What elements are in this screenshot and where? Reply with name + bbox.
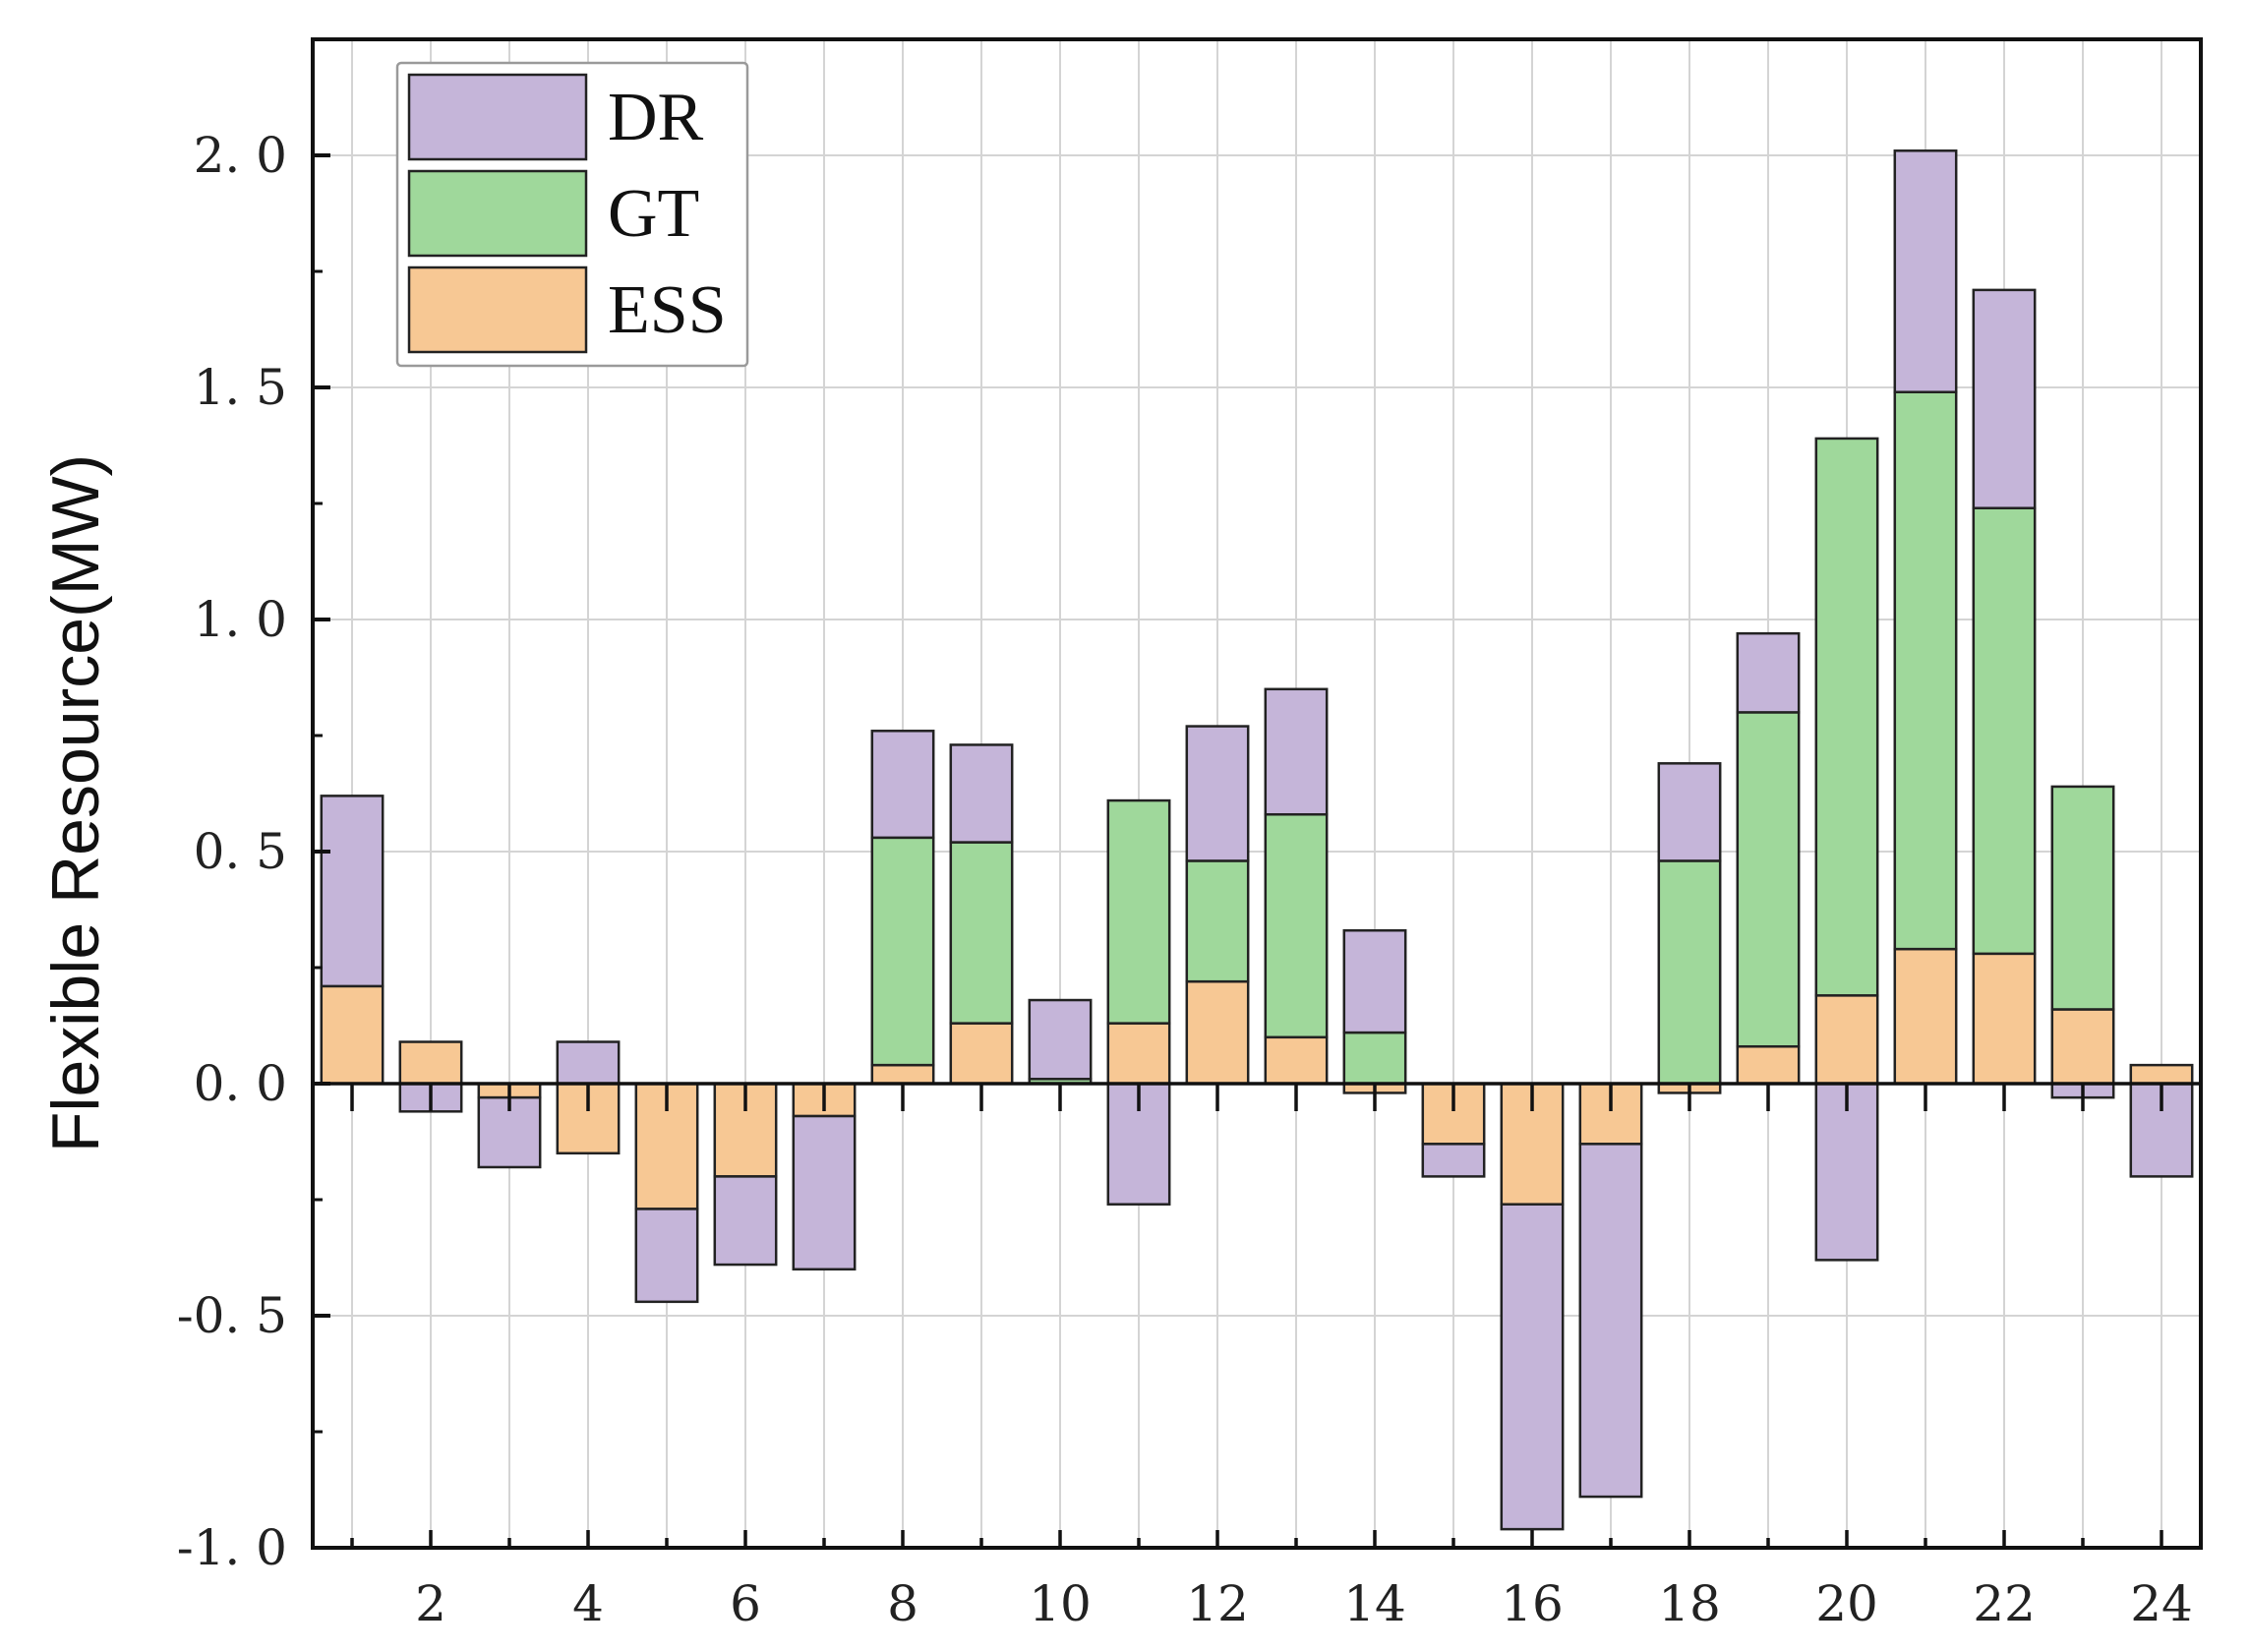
bar-dr-9 (949, 743, 1014, 844)
bar-dr-21 (1893, 149, 1958, 393)
x-tick-label: 18 (1658, 1575, 1721, 1632)
bar-gt-12 (1185, 859, 1250, 983)
bar-dr-16 (1500, 1203, 1565, 1531)
bar-gt-13 (1264, 812, 1329, 1039)
bar-ess-8 (870, 1063, 935, 1086)
ticks: -1. 0-0. 50. 00. 51. 01. 52. 02 4 6 8 10 12 14… (177, 127, 2193, 1632)
bar-ess-17 (1578, 1082, 1643, 1146)
bar-ess-13 (1264, 1035, 1329, 1086)
bar-dr-12 (1185, 725, 1250, 862)
bar-gt-8 (870, 836, 935, 1067)
legend-swatch-ess (407, 266, 588, 354)
bar-ess-11 (1106, 1022, 1171, 1086)
legend-swatch-dr (407, 73, 588, 161)
bar-ess-19 (1736, 1044, 1801, 1086)
bar-dr-1 (320, 795, 385, 988)
bar-dr-4 (556, 1040, 621, 1086)
legend-label-dr: DR (608, 80, 704, 155)
bar-gt-22 (1972, 506, 2037, 956)
bars (320, 149, 2194, 1531)
bar-ess-9 (949, 1022, 1014, 1086)
bar-ess-2 (398, 1040, 463, 1086)
bar-gt-14 (1342, 1031, 1407, 1086)
y-tick-label: -1. 0 (177, 1519, 287, 1576)
bar-dr-17 (1578, 1143, 1643, 1499)
bar-dr-22 (1972, 288, 2037, 509)
bar-ess-22 (1972, 952, 2037, 1086)
bar-dr-8 (870, 730, 935, 840)
legend-swatch-gt (407, 169, 588, 258)
bar-gt-23 (2050, 785, 2115, 1011)
bar-dr-10 (1028, 998, 1093, 1081)
bar-dr-14 (1342, 928, 1407, 1034)
bar-ess-21 (1893, 947, 1958, 1086)
bar-ess-23 (2050, 1008, 2115, 1086)
y-tick-label: -0. 5 (177, 1287, 287, 1344)
y-tick-label: 1. 0 (194, 591, 287, 648)
y-tick-label: 0. 5 (194, 823, 287, 880)
bar-dr-15 (1421, 1143, 1486, 1178)
x-tick-label: 24 (2130, 1575, 2193, 1632)
legend: DR GT ESS (395, 61, 749, 368)
bar-gt-11 (1106, 798, 1171, 1025)
x-tick-label: 22 (1973, 1575, 2036, 1632)
y-tick-label: 0. 0 (194, 1055, 287, 1112)
legend-label-gt: GT (608, 176, 699, 252)
x-tick-label: 8 (887, 1575, 918, 1632)
plot-frame (311, 37, 2203, 1550)
bar-gt-19 (1736, 711, 1801, 1048)
bar-gt-9 (949, 841, 1014, 1025)
bar-dr-6 (713, 1175, 778, 1267)
bar-dr-19 (1736, 631, 1801, 714)
x-tick-label: 16 (1501, 1575, 1564, 1632)
legend-label-ess: ESS (608, 272, 727, 348)
bar-gt-18 (1657, 859, 1722, 1086)
bar-dr-13 (1264, 687, 1329, 816)
bar-gt-20 (1814, 437, 1879, 997)
bar-ess-20 (1814, 994, 1879, 1086)
x-tick-label: 12 (1186, 1575, 1249, 1632)
x-tick-label: 20 (1815, 1575, 1878, 1632)
y-tick-label: 1. 5 (194, 359, 287, 416)
x-tick-label: 10 (1029, 1575, 1092, 1632)
bar-ess-1 (320, 984, 385, 1086)
x-tick-label: 6 (730, 1575, 761, 1632)
bar-dr-20 (1814, 1082, 1879, 1262)
bar-dr-18 (1657, 762, 1722, 862)
bar-dr-7 (792, 1114, 857, 1271)
bar-gt-21 (1893, 390, 1958, 951)
x-tick-label: 14 (1343, 1575, 1406, 1632)
x-tick-label: 4 (572, 1575, 604, 1632)
y-tick-label: 2. 0 (194, 127, 287, 184)
x-tick-label: 2 (415, 1575, 446, 1632)
bar-ess-12 (1185, 979, 1250, 1086)
y-axis-label: Flexible Resource(MW) (38, 454, 113, 1152)
bar-dr-5 (634, 1208, 699, 1304)
bar-ess-24 (2129, 1063, 2194, 1086)
